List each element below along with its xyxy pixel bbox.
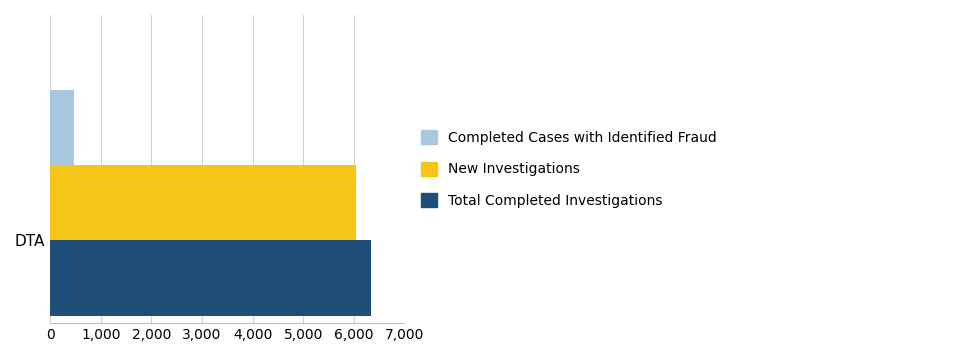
Bar <box>50 165 356 241</box>
Bar <box>50 90 74 165</box>
Bar <box>50 241 371 316</box>
Legend: Completed Cases with Identified Fraud, New Investigations, Total Completed Inves: Completed Cases with Identified Fraud, N… <box>415 125 722 213</box>
